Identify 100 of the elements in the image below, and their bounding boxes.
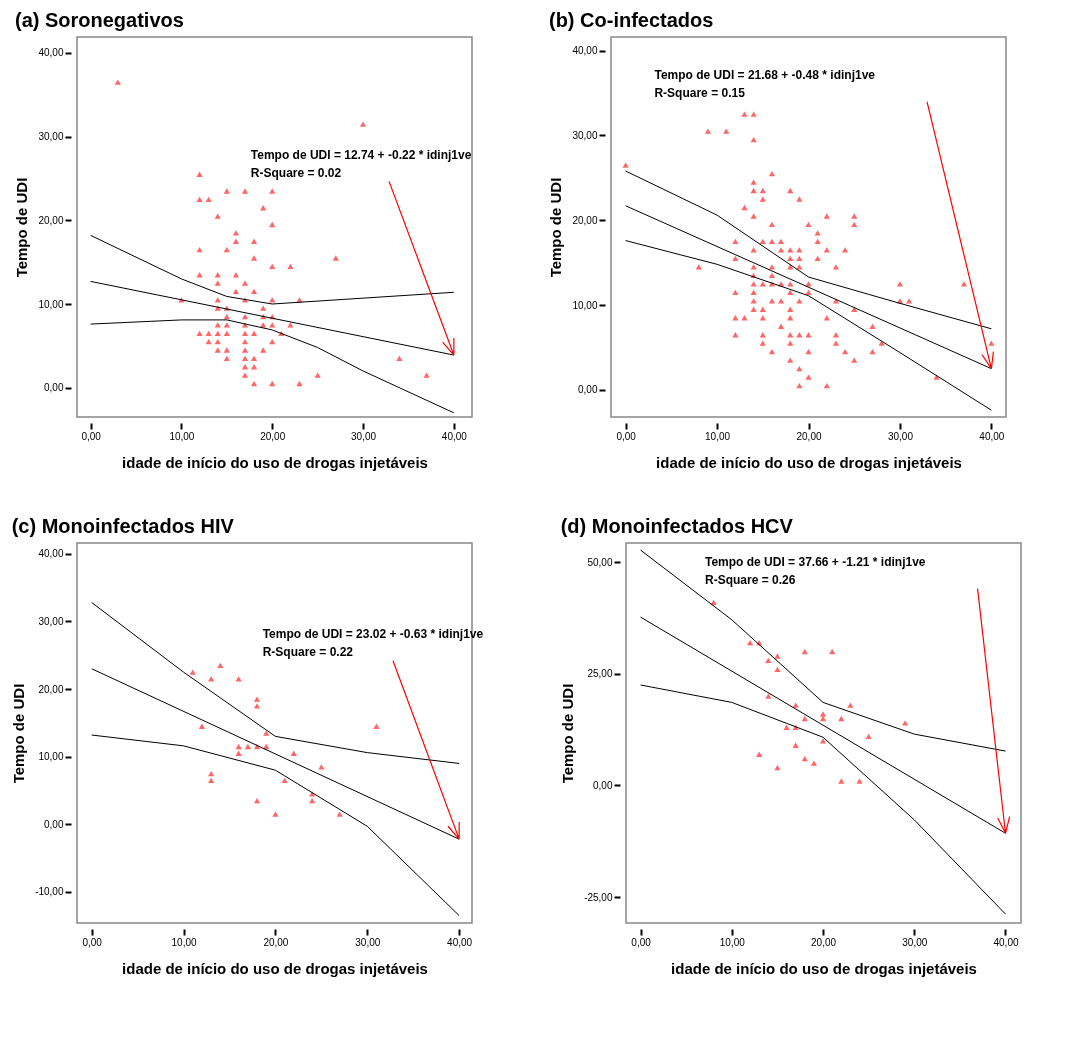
point — [765, 657, 772, 664]
x-tick-label: 30,00 — [351, 430, 377, 442]
x-tick-label: 30,00 — [902, 936, 928, 948]
line-series — [640, 549, 1006, 752]
point — [253, 696, 261, 702]
x-axis-title: idade de início do uso de drogas injetáveis — [671, 959, 977, 977]
x-tick-label: 10,00 — [719, 936, 746, 948]
point — [208, 770, 215, 777]
line-series — [640, 684, 1006, 915]
point — [902, 720, 909, 726]
point — [281, 777, 288, 783]
y-tick-label: 20,00 — [572, 214, 598, 226]
line-series — [90, 234, 455, 305]
point — [244, 743, 251, 750]
point — [810, 760, 817, 766]
y-tick-label: 40,00 — [38, 47, 64, 59]
y-tick-label: 30,00 — [38, 615, 64, 627]
x-axis-title: idade de início do uso de drogas injetáveis — [122, 959, 428, 977]
y-tick-label: 50,00 — [587, 556, 613, 568]
point — [847, 702, 854, 708]
point — [336, 811, 343, 817]
x-tick-label: 20,00 — [260, 430, 286, 442]
x-tick-label: 40,00 — [993, 936, 1019, 948]
y-tick-label: 25,00 — [587, 668, 613, 680]
chart-title: (b) Co-infectados — [548, 9, 714, 31]
y-tick-label: 40,00 — [38, 548, 64, 560]
x-tick-label: 40,00 — [979, 430, 1005, 442]
point — [235, 743, 242, 750]
annotation: R-Square = 0.02 — [250, 165, 342, 180]
x-tick-label: 30,00 — [887, 430, 914, 442]
y-tick-label: 30,00 — [38, 131, 64, 143]
point — [774, 653, 781, 659]
chart-title: (d) Monoinfectados HCV — [560, 515, 794, 537]
annotation: Tempo de UDI = 37.66 + -1.21 * idinj1ve — [705, 555, 926, 569]
y-axis-title: Tempo de UDI — [547, 177, 565, 278]
y-tick-label: 0,00 — [593, 779, 613, 791]
point — [819, 711, 827, 717]
point — [253, 797, 261, 804]
y-tick-label: 10,00 — [38, 751, 64, 763]
x-axis-title: idade de início do uso de drogas injetáveis — [656, 453, 962, 471]
chart-title: (c) Monoinfectados HIV — [11, 515, 235, 537]
point — [783, 724, 790, 731]
point — [208, 777, 215, 783]
point — [746, 639, 754, 646]
x-tick-label: 20,00 — [796, 430, 822, 442]
point — [235, 676, 242, 682]
point — [792, 742, 799, 748]
y-tick-label: 0,00 — [44, 818, 64, 830]
point — [235, 750, 242, 756]
point — [774, 666, 781, 673]
point — [792, 702, 799, 708]
point — [290, 750, 297, 756]
x-tick-label: 10,00 — [705, 430, 731, 442]
point — [217, 662, 224, 669]
x-tick-label: 10,00 — [169, 430, 195, 442]
y-tick-label: 20,00 — [38, 214, 64, 226]
y-axis-title: Tempo de UDI — [559, 683, 577, 784]
y-tick-label: 10,00 — [572, 299, 598, 311]
point — [208, 676, 215, 682]
point — [198, 723, 206, 729]
y-axis-title: Tempo de UDI — [10, 683, 28, 784]
x-tick-label: 30,00 — [355, 936, 381, 948]
point — [373, 723, 380, 729]
annotation: R-Square = 0.22 — [262, 645, 354, 660]
point — [838, 715, 845, 722]
y-tick-label: 20,00 — [38, 683, 64, 695]
y-tick-label: 0,00 — [44, 382, 64, 394]
point — [829, 648, 836, 655]
annotation: Tempo de UDI = 21.68 + -0.48 * idinj1ve — [654, 68, 876, 82]
point — [819, 715, 827, 722]
y-tick-label: -25,00 — [584, 891, 613, 903]
x-tick-label: 40,00 — [441, 430, 468, 442]
x-tick-label: 20,00 — [811, 936, 837, 948]
point — [189, 669, 196, 675]
point — [856, 778, 863, 784]
point — [765, 693, 772, 699]
y-tick-label: 10,00 — [38, 298, 64, 310]
point — [253, 703, 261, 709]
x-tick-label: 20,00 — [263, 936, 289, 948]
x-tick-label: 0,00 — [616, 430, 637, 442]
x-tick-label: 10,00 — [171, 936, 198, 948]
y-tick-label: -10,00 — [35, 886, 64, 898]
chart-title: (a) Soronegativos — [14, 9, 184, 31]
point — [263, 730, 270, 736]
point — [865, 733, 872, 740]
x-tick-label: 40,00 — [447, 936, 473, 948]
y-tick-label: 40,00 — [572, 45, 598, 57]
y-tick-label: 0,00 — [578, 384, 598, 396]
x-tick-label: 0,00 — [631, 936, 652, 948]
point — [801, 648, 808, 655]
x-tick-label: 0,00 — [81, 430, 102, 442]
annotation: Tempo de UDI = 12.74 + -0.22 * idinj1ve — [250, 147, 472, 162]
annotation: R-Square = 0.26 — [705, 573, 796, 587]
line-series — [625, 240, 992, 411]
point — [838, 778, 845, 784]
point — [272, 811, 279, 817]
point — [756, 751, 763, 757]
line-series — [91, 734, 460, 917]
x-tick-label: 0,00 — [82, 936, 103, 948]
line-series — [625, 170, 992, 330]
